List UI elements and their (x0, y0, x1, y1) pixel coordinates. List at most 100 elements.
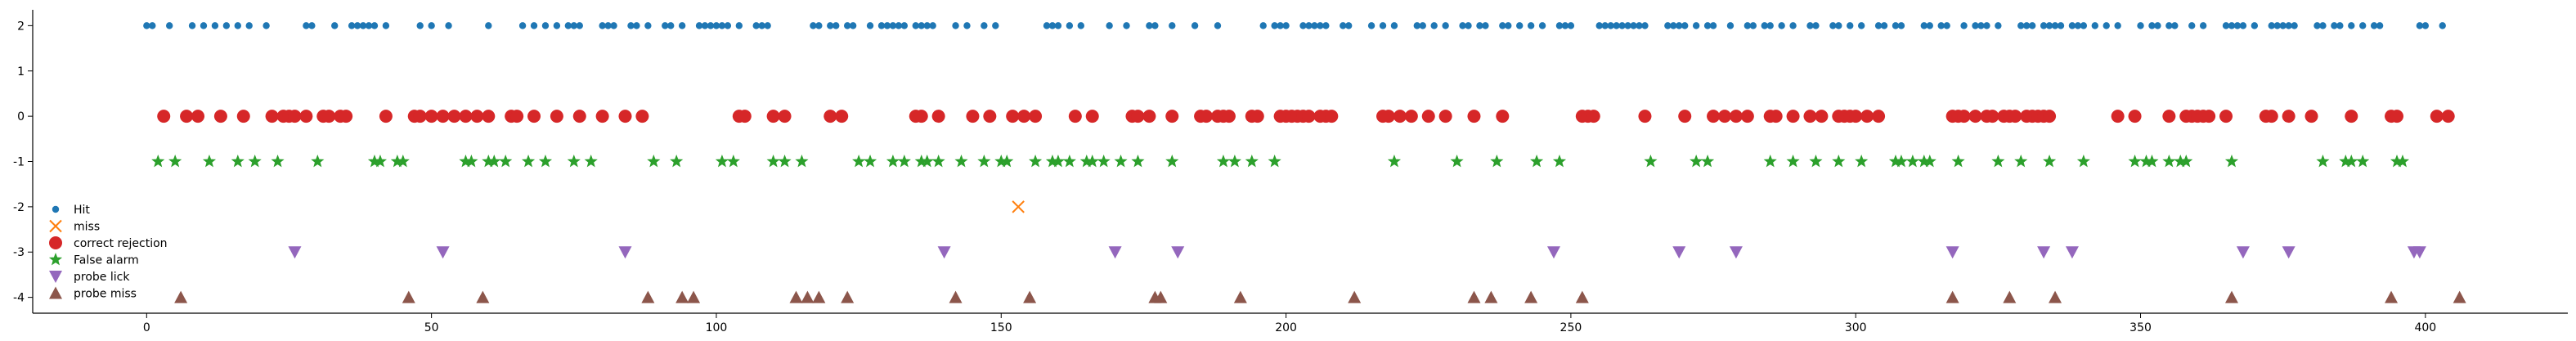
legend-marker-miss (49, 219, 62, 233)
probe-miss-point (2453, 290, 2466, 303)
y-tick-label: -2 (13, 201, 25, 214)
hit-point (1322, 22, 1330, 29)
hit-point (752, 22, 760, 29)
hit-point (1806, 22, 1814, 29)
correct-rejection-point (2264, 110, 2278, 123)
false-alarm-point (1701, 155, 1715, 168)
hit-point (570, 22, 577, 29)
false-alarm-point (2174, 155, 2188, 168)
correct-rejection-point (1142, 110, 1156, 123)
hit-point (2188, 22, 2196, 29)
hit-point (2165, 22, 2173, 29)
correct-rejection-point (1393, 110, 1407, 123)
hit-point (1311, 22, 1318, 29)
hit-point (576, 22, 583, 29)
x-marker-stroke (49, 219, 62, 233)
x-tick-label: 250 (1560, 321, 1582, 334)
correct-rejection-point (2162, 110, 2176, 123)
correct-rejection-point (1986, 110, 1999, 123)
hit-point (849, 22, 857, 29)
false-alarm-point (1085, 155, 1099, 168)
false-alarm-point (367, 155, 382, 168)
hit-point (1499, 22, 1506, 29)
hit-point (1977, 22, 1985, 29)
false-alarm-point (1079, 155, 1093, 168)
probe-lick-point (1945, 246, 1959, 259)
probe-miss-point (1348, 290, 1362, 303)
correct-rejection-point (1131, 110, 1145, 123)
correct-rejection-point (1729, 110, 1743, 123)
hit-point (827, 22, 834, 29)
hit-point (1789, 22, 1797, 29)
correct-rejection-point (1029, 110, 1043, 123)
false-alarm-point (1387, 155, 1402, 168)
hit-point (1048, 22, 1057, 29)
false-alarm-point (1000, 155, 1014, 168)
x-tick-label: 150 (990, 321, 1012, 334)
legend-label-probe-miss: probe miss (74, 288, 137, 301)
hit-point (1874, 22, 1883, 29)
correct-rejection-point (1404, 110, 1418, 123)
hit-point (2028, 22, 2036, 29)
false-alarm-point (1216, 155, 1231, 168)
false-alarm-point (2042, 155, 2057, 168)
correct-rejection-point (1222, 110, 1236, 123)
hit-point (1151, 22, 1159, 29)
hit-point (1670, 22, 1677, 29)
probe-miss-point (789, 290, 803, 303)
hit-point (1766, 22, 1774, 29)
false-alarm-point (1809, 155, 1823, 168)
false-alarm-point (2076, 155, 2090, 168)
hit-point (1430, 22, 1438, 29)
hit-point (2137, 22, 2144, 29)
false-alarm-point (670, 155, 684, 168)
hit-point (365, 22, 373, 29)
hit-point (2148, 22, 2156, 29)
probe-lick-point (2282, 246, 2296, 259)
probe-lick-point (1171, 246, 1185, 259)
hit-point (1601, 22, 1609, 29)
correct-rejection-point (447, 110, 461, 123)
hit-point (2439, 22, 2446, 29)
correct-rejection-point (510, 110, 524, 123)
hit-point (1641, 22, 1649, 29)
hit-point (1379, 22, 1387, 29)
false-alarm-point (1552, 155, 1567, 168)
x-tick-label: 300 (1845, 321, 1867, 334)
y-tick-label: 1 (17, 65, 25, 79)
probe-miss-point (1023, 290, 1037, 303)
false-alarm-point (2339, 155, 2353, 168)
false-alarm-point (1763, 155, 1777, 168)
hit-point (188, 22, 196, 29)
hit-point (627, 22, 635, 29)
x-tick-label: 200 (1275, 321, 1297, 334)
false-alarm-point (1644, 155, 1658, 168)
correct-rejection-point (1325, 110, 1339, 123)
hit-point (662, 22, 669, 29)
false-alarm-point (2224, 155, 2239, 168)
correct-rejection-point (1586, 110, 1600, 123)
axes: 0 50 100 150 200 250 300 350 400 2 1 0 -1 -2 -3 -4 (13, 10, 2568, 334)
hit-point (1829, 22, 1837, 29)
false-alarm-point (2395, 155, 2410, 168)
x-marker-stroke (1012, 200, 1025, 213)
hit-point (1555, 22, 1564, 29)
hit-point (2239, 22, 2247, 29)
false-alarm-point (715, 155, 729, 168)
probe-miss-point (2003, 290, 2017, 303)
hit-point (1299, 22, 1307, 29)
correct-rejection-point (2111, 110, 2125, 123)
correct-rejection-point (635, 110, 649, 123)
hit-point (2171, 22, 2179, 29)
hit-point (1527, 22, 1535, 29)
probe-lick-point (2412, 246, 2426, 259)
hit-point (2336, 22, 2344, 29)
hit-point (1709, 22, 1717, 29)
correct-rejection-point (436, 110, 450, 123)
correct-rejection-point (595, 110, 609, 123)
hit-point (348, 22, 356, 29)
false-alarm-point (766, 155, 780, 168)
series-miss (1012, 200, 1025, 213)
hit-point (1077, 22, 1084, 29)
probe-miss-point (1467, 290, 1481, 303)
